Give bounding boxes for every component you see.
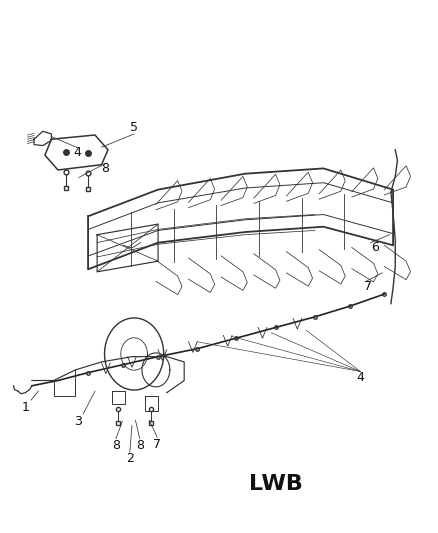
- Text: 5: 5: [130, 121, 138, 134]
- Text: 4: 4: [74, 146, 81, 159]
- Text: 7: 7: [153, 438, 161, 450]
- Text: 8: 8: [136, 439, 144, 452]
- Text: 1: 1: [21, 400, 29, 414]
- Text: 8: 8: [101, 162, 109, 175]
- Text: 2: 2: [126, 452, 134, 465]
- Text: 7: 7: [364, 280, 372, 293]
- Text: 8: 8: [112, 439, 120, 452]
- Text: 6: 6: [371, 241, 379, 254]
- Text: 3: 3: [74, 415, 81, 428]
- Text: 4: 4: [357, 372, 364, 384]
- Text: LWB: LWB: [249, 474, 303, 494]
